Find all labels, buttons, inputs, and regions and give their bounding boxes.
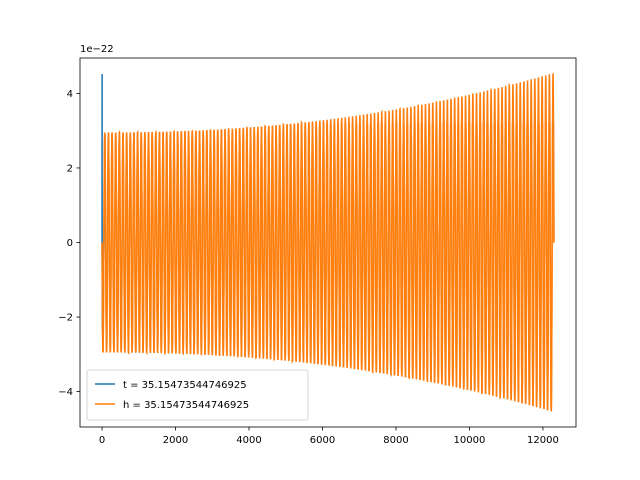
x-tick-label: 4000	[236, 435, 261, 446]
y-tick-label: 0	[67, 238, 73, 249]
y-tick-label: −4	[58, 387, 73, 398]
y-tick-label: −2	[58, 313, 73, 324]
axes: 0 2000 4000 6000 8000 10000 12000 −4 −2 0 2 4	[58, 57, 577, 446]
x-tick-label: 12000	[527, 435, 559, 446]
x-tick-label: 0	[99, 435, 105, 446]
legend: t = 35.15473544746925 h = 35.154735447469…	[86, 369, 309, 421]
legend-label: h = 35.15473544746925	[123, 400, 249, 411]
legend-label: t = 35.15473544746925	[123, 380, 247, 391]
legend-box	[86, 369, 309, 421]
x-tick-label: 8000	[383, 435, 408, 446]
y-tick-label: 2	[67, 163, 73, 174]
y-offset-label: 1e−22	[80, 44, 114, 55]
plot-area	[101, 73, 555, 412]
x-tick-label: 6000	[310, 435, 335, 446]
y-tick-label: 4	[67, 89, 73, 100]
series-h-line-overlay	[101, 123, 555, 412]
x-tick-label: 2000	[163, 435, 188, 446]
x-tick-label: 10000	[454, 435, 486, 446]
